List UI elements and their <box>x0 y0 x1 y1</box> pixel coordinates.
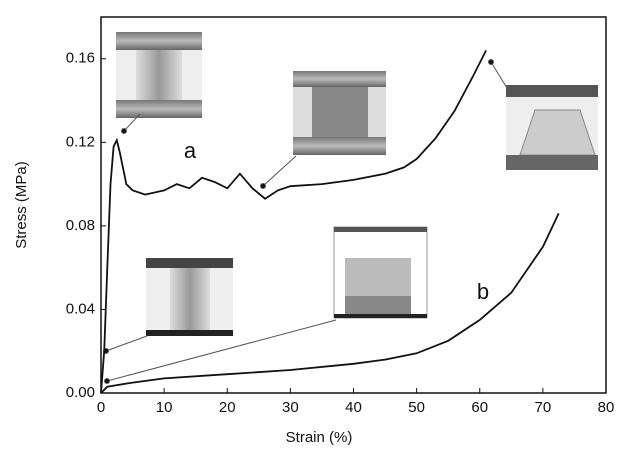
x-tick-label: 50 <box>408 399 425 416</box>
inset-photo <box>146 258 233 336</box>
inset-photo <box>506 85 598 170</box>
chart: Strain (%) Stress (MPa) 0 10 20 30 40 50 60 70 8… <box>0 0 624 453</box>
x-tick-label: 20 <box>219 399 236 416</box>
curve-label: b <box>477 279 489 304</box>
curve-label: a <box>184 138 197 163</box>
x-tick-label: 30 <box>282 399 299 416</box>
x-tick-label: 60 <box>471 399 488 416</box>
y-tick-label: 0.04 <box>66 300 95 317</box>
x-tick-label: 10 <box>156 399 173 416</box>
x-tick-label: 40 <box>345 399 362 416</box>
y-tick-label: 0.00 <box>66 384 95 401</box>
inset-photo <box>116 32 202 118</box>
y-axis-title: Stress (MPa) <box>13 161 30 249</box>
y-tick-label: 0.16 <box>66 50 95 67</box>
x-tick-label: 80 <box>598 399 615 416</box>
x-tick-label: 70 <box>535 399 552 416</box>
inset-photo <box>334 227 427 318</box>
x-tick-label: 0 <box>97 399 105 416</box>
x-axis-title: Strain (%) <box>286 429 353 446</box>
inset-photos <box>116 32 598 336</box>
page: {"chart_data": {"type": "line", "x_label… <box>0 0 624 458</box>
y-tick-label: 0.08 <box>66 217 95 234</box>
inset-photo <box>293 71 386 155</box>
y-tick-label: 0.12 <box>66 133 95 150</box>
